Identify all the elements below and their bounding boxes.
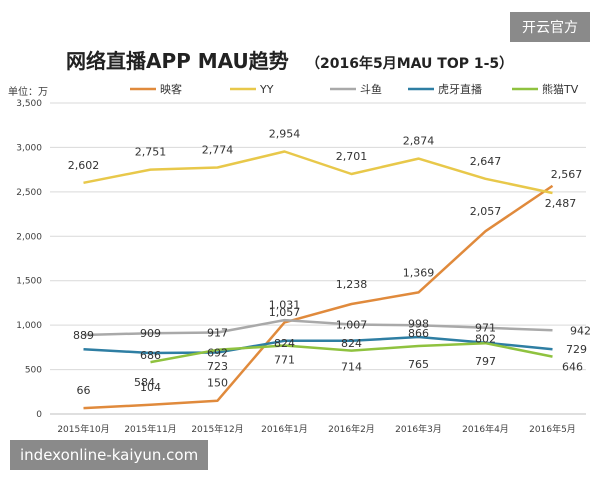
data-label-item: 150	[207, 377, 228, 390]
data-label-item: 802	[475, 333, 496, 346]
data-label-item: 1,007	[336, 319, 368, 332]
series-lines	[83, 150, 554, 410]
chart-subtitle: （2016年5月MAU TOP 1-5）	[306, 55, 513, 72]
data-label-yy: 2,602	[68, 159, 100, 172]
series-line-item	[83, 184, 554, 410]
data-label-yy: 2,774	[202, 144, 234, 157]
legend-label: YY	[259, 83, 274, 96]
legend-label: 虎牙直播	[438, 82, 482, 96]
data-label-item: 686	[140, 349, 161, 362]
y-tick-label: 500	[25, 366, 42, 376]
data-label-item: 866	[408, 327, 429, 340]
data-label-item: 824	[341, 337, 362, 350]
x-tick-label: 2015年12月	[191, 423, 243, 435]
unit-label: 单位：万	[8, 85, 48, 98]
data-label-yy: 2,487	[545, 197, 577, 210]
data-label-tv: 797	[475, 355, 496, 368]
x-tick-label: 2015年10月	[57, 423, 109, 435]
y-tick-label: 3,500	[16, 99, 42, 109]
data-label-tv: 723	[207, 360, 228, 373]
data-label-tv: 584	[134, 376, 155, 389]
data-label-tv: 765	[408, 358, 429, 371]
x-tick-label: 2016年3月	[395, 423, 442, 435]
data-label-item: 1,031	[269, 298, 301, 311]
data-label-yy: 2,701	[336, 150, 368, 163]
gridlines	[50, 102, 586, 415]
watermark-top: 开云官方	[510, 12, 590, 42]
series-line-item	[83, 318, 553, 337]
data-label-item: 66	[77, 384, 91, 397]
y-tick-label: 3,000	[16, 143, 42, 153]
x-tick-label: 2016年4月	[462, 423, 509, 435]
data-label-item: 1,238	[336, 278, 368, 291]
x-tick-label: 2016年2月	[328, 423, 375, 435]
x-axis: 2015年10月 2015年11月 2015年12月 2016年1月 2016年2月 20…	[50, 413, 586, 435]
data-label-yy: 2,954	[269, 128, 301, 141]
data-label-yy: 2,647	[470, 155, 502, 168]
y-tick-label: 0	[36, 410, 42, 420]
data-label-item: 917	[207, 327, 228, 340]
data-label-item: 824	[274, 337, 295, 350]
data-label-yy: 2,874	[403, 135, 435, 148]
x-tick-label: 2016年5月	[529, 423, 576, 435]
chart-title: 网络直播APP MAU趋势	[66, 49, 289, 73]
legend: 映客 YY 斗鱼 虎牙直播 熊猫TV	[130, 82, 579, 96]
data-label-tv: 771	[274, 353, 295, 366]
legend-label: 熊猫TV	[542, 82, 579, 96]
y-tick-label: 1,500	[16, 277, 42, 287]
data-labels: 66 104 150 1,031 1,238 1,369 2,057 2,567 2,602 2,…	[68, 128, 591, 398]
data-label-tv: 646	[562, 361, 583, 374]
y-tick-label: 2,000	[16, 232, 42, 242]
data-label-item: 692	[207, 347, 228, 360]
data-label-item: 729	[566, 343, 587, 356]
data-label-item: 889	[73, 329, 94, 342]
data-label-item: 942	[570, 324, 591, 337]
data-label-yy: 2,751	[135, 146, 167, 159]
legend-label: 斗鱼	[360, 82, 382, 96]
watermark-bottom: indexonline-kaiyun.com	[10, 440, 209, 470]
legend-label: 映客	[160, 82, 182, 96]
data-label-item: 971	[475, 322, 496, 335]
data-label-item: 1,057	[269, 306, 301, 319]
data-label-item: 104	[140, 381, 161, 394]
y-tick-label: 1,000	[16, 321, 42, 331]
y-axis: 0 500 1,000 1,500 2,000 2,500 3,000 3,500	[16, 99, 42, 420]
data-label-item: 909	[140, 327, 161, 340]
data-label-item: 2,567	[551, 168, 583, 181]
series-line-tv	[150, 341, 553, 364]
x-tick-label: 2016年1月	[261, 423, 308, 435]
x-tick-label: 2015年11月	[124, 423, 176, 435]
series-line-item	[83, 335, 553, 355]
y-tick-label: 2,500	[16, 188, 42, 198]
data-label-item: 1,369	[403, 266, 435, 279]
data-label-item: 998	[408, 317, 429, 330]
data-label-item: 2,057	[470, 205, 502, 218]
data-label-tv: 714	[341, 361, 362, 374]
series-line-yy	[83, 150, 553, 195]
